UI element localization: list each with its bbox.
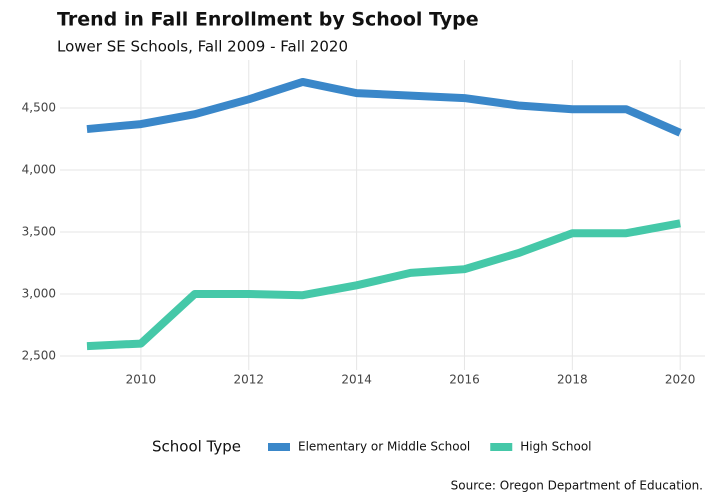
- y-tick-label: 3,000: [22, 286, 56, 300]
- legend-label: Elementary or Middle School: [298, 440, 470, 454]
- y-tick-label: 2,500: [22, 348, 56, 362]
- series-line: [86, 77, 682, 137]
- series-line: [86, 219, 681, 351]
- y-tick-label: 4,500: [22, 100, 56, 114]
- x-tick-label: 2012: [233, 373, 264, 387]
- chart-subtitle: Lower SE Schools, Fall 2009 - Fall 2020: [57, 38, 348, 56]
- chart-title: Trend in Fall Enrollment by School Type: [57, 9, 479, 31]
- x-tick-label: 2010: [126, 373, 157, 387]
- y-tick-label: 3,500: [22, 224, 56, 238]
- x-tick-label: 2018: [557, 373, 588, 387]
- source-note: Source: Oregon Department of Education.: [451, 479, 703, 493]
- x-tick-label: 2016: [449, 373, 480, 387]
- legend-label: High School: [520, 440, 591, 454]
- x-tick-label: 2020: [665, 373, 696, 387]
- x-tick-label: 2014: [341, 373, 372, 387]
- y-tick-label: 4,000: [22, 162, 56, 176]
- legend-title: School Type: [152, 438, 241, 456]
